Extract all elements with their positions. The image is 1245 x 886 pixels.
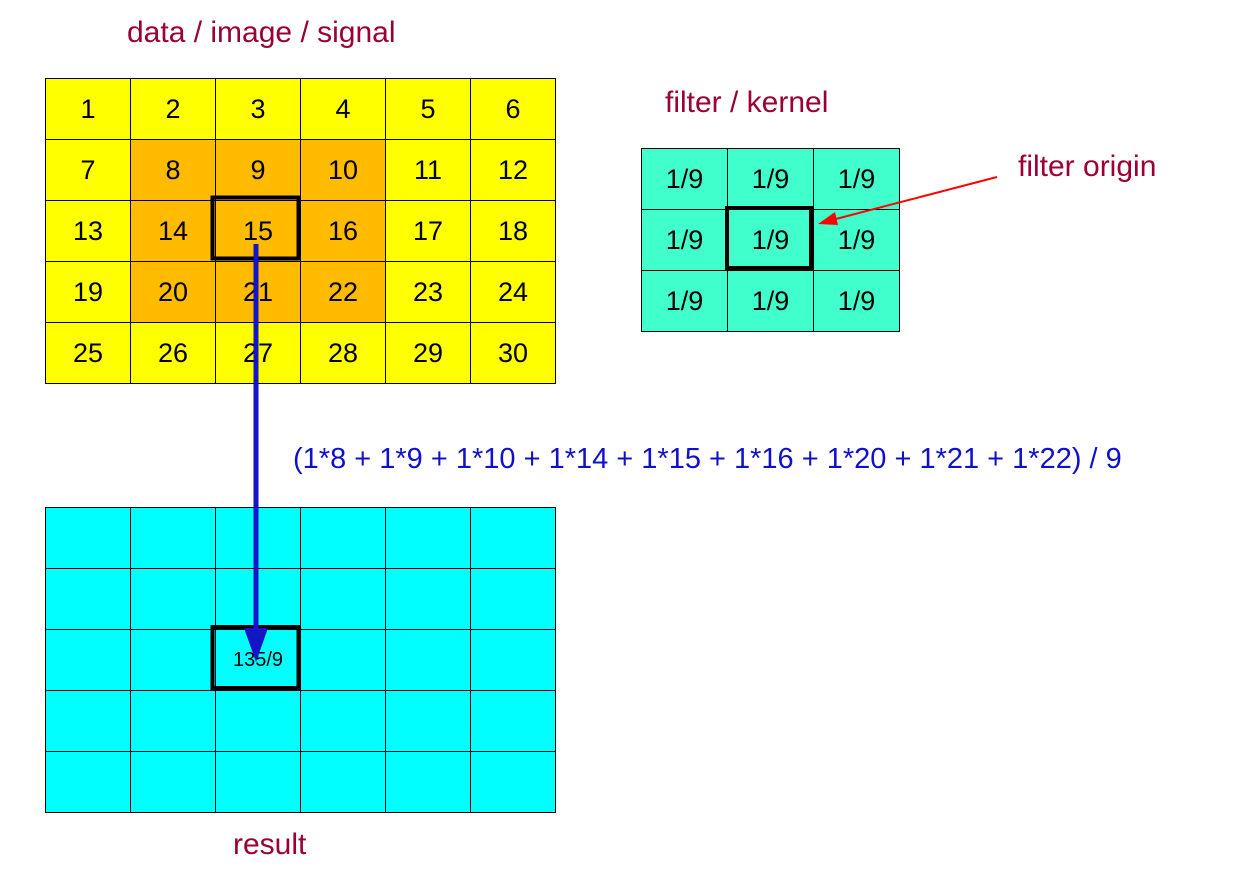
data-cell: 29 [385,322,471,384]
kernel-row: 1/9 1/9 1/9 [641,270,900,332]
result-cell [300,568,386,630]
filter-origin-label: filter origin [1018,150,1157,183]
result-row [45,751,556,813]
data-cell: 7 [45,139,131,201]
data-cell: 11 [385,139,471,201]
origin-arrow-line [831,176,998,221]
kernel-title: filter / kernel [665,86,829,119]
result-row [45,690,556,752]
result-cell [385,629,471,691]
result-cell [45,629,131,691]
kernel-cell: 1/9 [727,270,814,332]
kernel-cell: 1/9 [727,209,814,271]
result-cell [300,507,386,569]
result-cell [45,751,131,813]
result-cell [215,751,301,813]
formula-text: (1*8 + 1*9 + 1*10 + 1*14 + 1*15 + 1*16 +… [293,443,1122,475]
data-cell: 4 [300,78,386,140]
result-cell [130,751,216,813]
data-cell: 1 [45,78,131,140]
data-cell: 20 [130,261,216,323]
data-grid: 1234567891011121314151617181920212223242… [45,78,556,384]
result-row [45,568,556,630]
result-cell [130,629,216,691]
kernel-cell: 1/9 [641,209,728,271]
result-cell [470,568,556,630]
data-row: 7 8 9 10 11 12 [45,139,556,201]
data-cell: 9 [215,139,301,201]
data-cell: 10 [300,139,386,201]
data-cell: 8 [130,139,216,201]
kernel-origin-highlight [725,206,813,270]
data-row: 13 14 15 16 17 18 [45,200,556,262]
result-cell [45,568,131,630]
data-cell: 28 [300,322,386,384]
result-cell [300,629,386,691]
data-cell: 18 [470,200,556,262]
kernel-cell: 1/9 [727,148,814,210]
result-cell [470,507,556,569]
result-cell: 135/9 [215,629,301,691]
result-grid: 135/9 [45,507,556,813]
result-title: result [233,828,307,861]
data-cell: 26 [130,322,216,384]
result-cell [45,690,131,752]
kernel-grid: 1/9 1/9 1/9 1/9 1/9 1/9 1/9 1/9 1/9 [641,148,900,332]
result-cell [300,751,386,813]
data-title: data / image / signal [127,16,396,49]
data-cell: 5 [385,78,471,140]
data-row: 192021222324 [45,261,556,323]
data-cell: 19 [45,261,131,323]
result-cell [470,751,556,813]
data-cell: 30 [470,322,556,384]
result-cell [385,690,471,752]
flow-arrow-head [244,628,268,662]
data-cell: 22 [300,261,386,323]
kernel-cell: 1/9 [641,270,728,332]
result-row: 135/9 [45,629,556,691]
result-cell [215,690,301,752]
data-cell: 13 [45,200,131,262]
result-cell [45,507,131,569]
data-cell: 24 [470,261,556,323]
data-cell: 12 [470,139,556,201]
data-cell: 25 [45,322,131,384]
result-cell [470,690,556,752]
origin-arrow-head [818,212,838,225]
kernel-cell: 1/9 [813,270,900,332]
result-cell [130,568,216,630]
data-cell: 17 [385,200,471,262]
kernel-cell: 1/9 [641,148,728,210]
result-cell [385,751,471,813]
data-cell: 3 [215,78,301,140]
kernel-row: 1/9 1/9 1/9 [641,209,900,271]
result-cell [130,690,216,752]
data-cell: 2 [130,78,216,140]
data-cell: 6 [470,78,556,140]
result-cell [470,629,556,691]
